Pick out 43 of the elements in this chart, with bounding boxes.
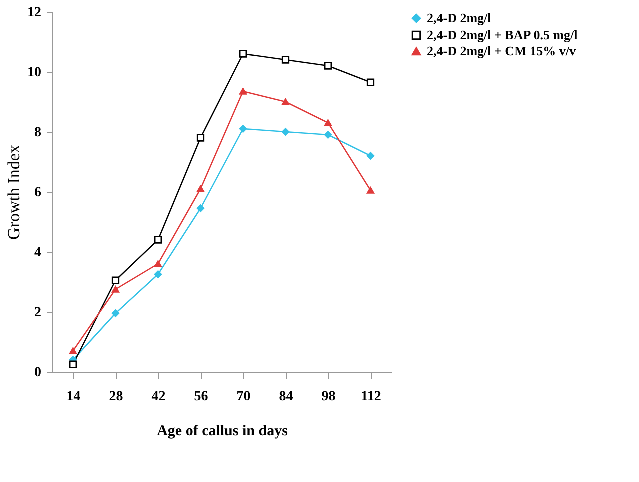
point bbox=[196, 186, 205, 192]
point bbox=[239, 50, 248, 58]
x-tick-label: 112 bbox=[361, 390, 382, 404]
point bbox=[196, 204, 205, 212]
y-tick-label: 0 bbox=[34, 366, 42, 380]
y-tick-label: 12 bbox=[28, 6, 42, 20]
point bbox=[112, 286, 120, 293]
point bbox=[324, 62, 332, 70]
y-tick-label: 10 bbox=[28, 66, 42, 80]
y-tick-label: 6 bbox=[34, 186, 42, 200]
x-tick-label: 42 bbox=[152, 390, 166, 404]
point bbox=[282, 56, 290, 64]
point bbox=[366, 78, 375, 86]
legend-label: 2,4-D 2mg/l bbox=[427, 10, 492, 26]
x-tick-label: 56 bbox=[194, 390, 208, 404]
x-tick-label: 28 bbox=[109, 390, 124, 404]
point bbox=[69, 360, 78, 368]
point bbox=[239, 88, 248, 95]
y-axis-title: Growth Index bbox=[4, 144, 24, 240]
point bbox=[366, 187, 375, 194]
x-tick-label: 98 bbox=[322, 390, 336, 404]
point bbox=[366, 152, 375, 160]
legend-label: 2,4-D 2mg/l + BAP 0.5 mg/l bbox=[427, 28, 578, 42]
x-axis-title: Age of callus in days bbox=[157, 424, 288, 440]
point bbox=[239, 125, 248, 133]
y-tick-label: 2 bbox=[34, 306, 42, 320]
x-tick-label: 14 bbox=[66, 390, 81, 404]
x-tick-label: 70 bbox=[236, 390, 251, 404]
legend-label: 2,4-D 2mg/l + CM 15% v/v bbox=[427, 44, 576, 58]
y-tick-label: 8 bbox=[34, 126, 42, 140]
point bbox=[282, 128, 290, 136]
point bbox=[282, 98, 290, 106]
x-tick-label: 84 bbox=[279, 390, 294, 404]
point bbox=[154, 260, 162, 268]
y-tick-label: 4 bbox=[34, 246, 42, 260]
point bbox=[154, 236, 162, 244]
point bbox=[154, 270, 162, 278]
point bbox=[112, 310, 120, 318]
point bbox=[196, 134, 205, 142]
point bbox=[112, 276, 120, 284]
point bbox=[324, 131, 332, 139]
point bbox=[324, 120, 332, 126]
point bbox=[69, 348, 78, 354]
